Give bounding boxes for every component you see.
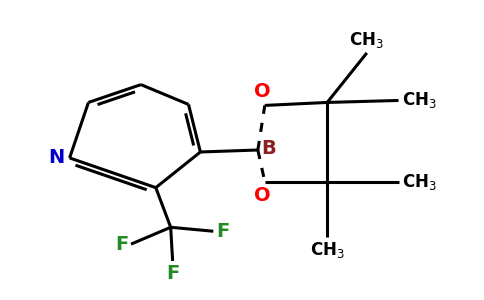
Text: CH$_3$: CH$_3$ [310,240,345,260]
Text: N: N [48,148,65,167]
Text: O: O [255,186,271,205]
Text: F: F [216,222,229,241]
Text: CH$_3$: CH$_3$ [403,91,437,110]
Text: O: O [255,82,271,101]
Text: F: F [115,235,128,254]
Text: B: B [261,139,275,158]
Text: CH$_3$: CH$_3$ [403,172,437,192]
Text: CH$_3$: CH$_3$ [349,30,384,50]
Text: F: F [166,264,179,283]
